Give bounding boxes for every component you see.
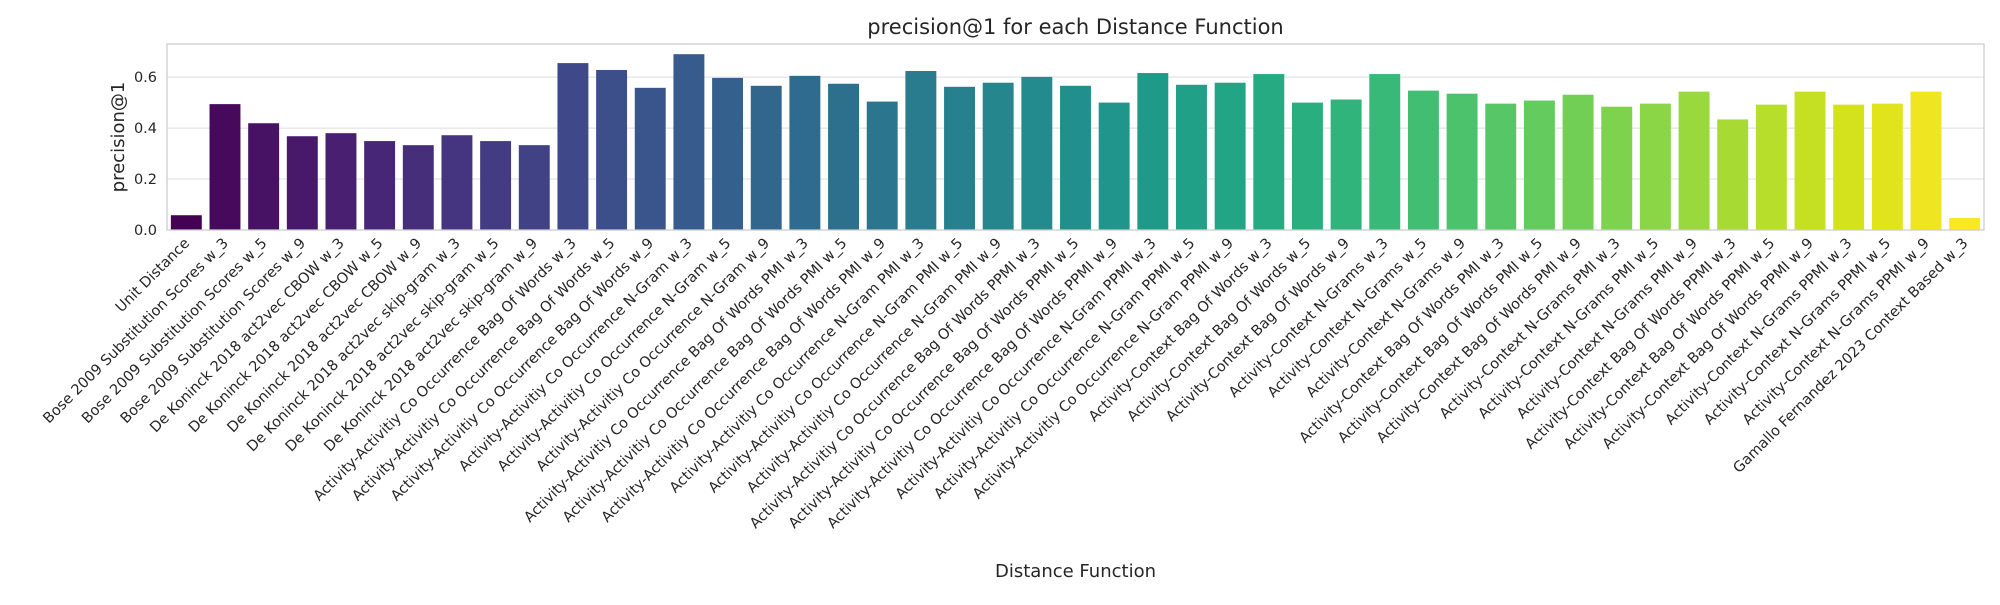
bar xyxy=(1214,82,1246,231)
bar xyxy=(634,87,666,230)
bar xyxy=(1137,73,1169,231)
bar xyxy=(1678,91,1710,230)
bar xyxy=(866,101,898,231)
bar xyxy=(828,83,860,230)
x-axis-label: Distance Function xyxy=(995,561,1156,582)
bar xyxy=(1910,91,1942,230)
bar xyxy=(1485,103,1517,230)
bar xyxy=(1369,74,1401,230)
bar xyxy=(789,75,821,231)
bar xyxy=(1717,119,1749,230)
bar xyxy=(1523,100,1555,230)
bar xyxy=(1871,103,1903,230)
bar xyxy=(673,54,705,231)
bar xyxy=(1407,90,1439,230)
bar xyxy=(209,104,241,230)
bar xyxy=(1601,106,1633,230)
bar xyxy=(982,82,1014,231)
y-tick-label: 0.4 xyxy=(134,121,157,137)
y-tick-label: 0.6 xyxy=(134,70,157,86)
bar xyxy=(1833,104,1865,230)
plot-frame xyxy=(166,43,1985,231)
bar xyxy=(1253,74,1285,230)
bar xyxy=(1639,103,1671,230)
bar xyxy=(1098,102,1130,230)
bar xyxy=(1021,76,1053,230)
bar xyxy=(750,85,782,230)
chart-title: precision@1 for each Distance Function xyxy=(867,15,1283,39)
bar xyxy=(1794,91,1826,230)
bar xyxy=(905,71,937,231)
bar xyxy=(1291,102,1323,230)
bar xyxy=(364,141,396,230)
bar xyxy=(944,86,975,230)
bars xyxy=(170,54,1981,231)
bar xyxy=(1949,218,1981,230)
bar xyxy=(1755,104,1787,230)
bar xyxy=(1176,84,1207,230)
bar xyxy=(1446,93,1478,230)
y-tick-labels: 0.0 0.2 0.4 0.6 xyxy=(134,70,157,239)
bar xyxy=(1562,94,1594,231)
bar xyxy=(596,69,628,230)
bar xyxy=(557,63,589,230)
bar xyxy=(441,135,473,230)
bar xyxy=(248,123,280,230)
y-tick-label: 0.0 xyxy=(134,223,157,239)
bar xyxy=(286,136,318,230)
bar xyxy=(518,145,550,230)
bar xyxy=(170,215,202,230)
bar xyxy=(325,133,357,230)
y-tick-label: 0.2 xyxy=(134,172,157,188)
bar xyxy=(480,141,512,230)
bar xyxy=(1330,99,1362,231)
bar xyxy=(712,77,744,231)
bar xyxy=(1060,85,1091,230)
bar xyxy=(402,145,434,230)
y-axis-label: precision@1 xyxy=(108,82,129,193)
